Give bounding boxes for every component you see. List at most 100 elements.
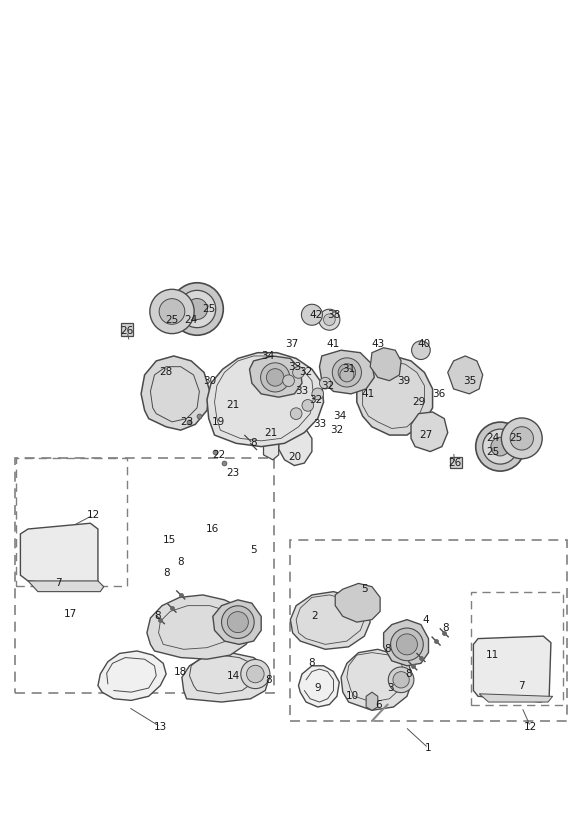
Bar	[290, 540, 567, 721]
Polygon shape	[213, 600, 261, 644]
Polygon shape	[384, 620, 429, 666]
Text: 8: 8	[308, 658, 315, 668]
Text: 8: 8	[177, 557, 184, 567]
Circle shape	[171, 283, 223, 335]
Circle shape	[187, 298, 208, 320]
Circle shape	[319, 309, 340, 330]
Polygon shape	[335, 583, 380, 622]
Polygon shape	[341, 649, 413, 710]
Circle shape	[159, 298, 185, 325]
Text: 5: 5	[361, 584, 368, 594]
Text: 25: 25	[486, 447, 499, 456]
Polygon shape	[473, 636, 551, 702]
Text: 21: 21	[265, 428, 278, 438]
Text: 34: 34	[262, 351, 275, 361]
Text: 25: 25	[202, 304, 215, 314]
Polygon shape	[147, 595, 254, 659]
Text: 41: 41	[327, 339, 340, 349]
Circle shape	[222, 606, 254, 639]
Bar	[16, 458, 127, 586]
Polygon shape	[411, 412, 448, 452]
Text: 32: 32	[300, 368, 312, 377]
Text: 8: 8	[154, 611, 161, 621]
Text: 33: 33	[313, 419, 326, 429]
Circle shape	[332, 358, 361, 387]
Text: 16: 16	[206, 524, 219, 534]
Text: 31: 31	[342, 364, 355, 374]
Text: 41: 41	[362, 389, 375, 399]
Polygon shape	[121, 323, 133, 336]
Text: 3: 3	[387, 683, 394, 693]
Bar	[471, 592, 563, 705]
Circle shape	[338, 363, 356, 382]
Text: 14: 14	[227, 671, 240, 681]
Circle shape	[241, 659, 270, 689]
Text: 10: 10	[346, 691, 359, 701]
Text: 39: 39	[397, 376, 410, 386]
Circle shape	[483, 429, 518, 464]
Text: 19: 19	[212, 417, 225, 427]
Text: 1: 1	[425, 743, 432, 753]
Text: 21: 21	[227, 400, 240, 410]
Text: 20: 20	[288, 452, 301, 462]
Text: 25: 25	[510, 433, 522, 443]
Text: 37: 37	[285, 339, 298, 349]
Text: 8: 8	[442, 623, 449, 633]
Polygon shape	[298, 666, 339, 707]
Text: 30: 30	[203, 376, 216, 386]
Text: 12: 12	[524, 722, 537, 732]
Circle shape	[302, 400, 314, 411]
Circle shape	[391, 628, 423, 661]
Text: 28: 28	[160, 368, 173, 377]
Polygon shape	[20, 523, 98, 587]
Text: 2: 2	[311, 611, 318, 621]
Text: 40: 40	[418, 339, 431, 349]
Circle shape	[340, 368, 354, 382]
Polygon shape	[264, 433, 279, 460]
Text: 22: 22	[212, 450, 225, 460]
Text: 8: 8	[163, 568, 170, 578]
Circle shape	[261, 363, 290, 392]
Circle shape	[393, 672, 409, 688]
Text: 23: 23	[180, 417, 193, 427]
Text: 18: 18	[174, 667, 187, 677]
Text: 24: 24	[486, 433, 499, 443]
Text: 8: 8	[250, 438, 257, 448]
Text: 7: 7	[518, 681, 525, 691]
Circle shape	[510, 427, 533, 450]
Polygon shape	[141, 356, 210, 430]
Text: 32: 32	[331, 425, 343, 435]
Bar	[15, 458, 274, 693]
Text: 4: 4	[422, 615, 429, 625]
Text: 11: 11	[486, 650, 499, 660]
Text: 42: 42	[310, 310, 322, 320]
Text: 5: 5	[250, 545, 257, 555]
Text: 23: 23	[227, 468, 240, 478]
Circle shape	[396, 634, 417, 655]
Text: 13: 13	[154, 722, 167, 732]
Circle shape	[388, 667, 414, 693]
Text: 12: 12	[87, 510, 100, 520]
Text: 15: 15	[163, 535, 175, 545]
Text: 8: 8	[265, 675, 272, 685]
Polygon shape	[250, 356, 302, 397]
Circle shape	[290, 408, 302, 419]
Text: 25: 25	[166, 315, 178, 325]
Polygon shape	[370, 348, 401, 381]
Text: 6: 6	[375, 700, 382, 709]
Text: 9: 9	[314, 683, 321, 693]
Polygon shape	[28, 581, 104, 592]
Circle shape	[491, 438, 510, 456]
Circle shape	[319, 377, 331, 389]
Circle shape	[178, 290, 216, 328]
Text: 27: 27	[419, 430, 432, 440]
Polygon shape	[290, 592, 370, 649]
Circle shape	[501, 418, 542, 459]
Polygon shape	[98, 651, 166, 700]
Text: 32: 32	[321, 381, 334, 391]
Polygon shape	[357, 356, 433, 435]
Text: 8: 8	[384, 644, 391, 654]
Polygon shape	[207, 353, 324, 447]
Polygon shape	[220, 383, 254, 414]
Text: 33: 33	[296, 386, 308, 396]
